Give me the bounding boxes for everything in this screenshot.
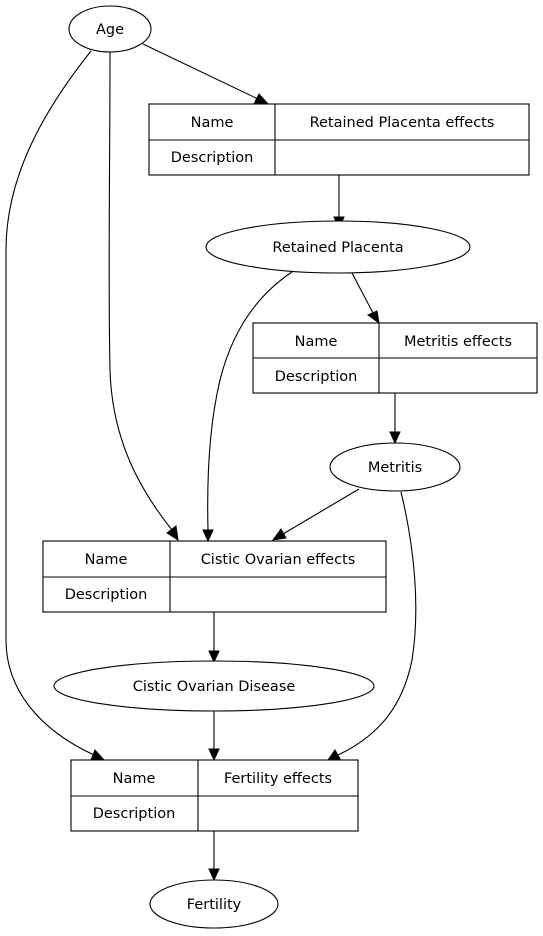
- node-metritis[interactable]: Metritis: [329, 442, 461, 492]
- table-cistic-ovarian-effects[interactable]: Name Cistic Ovarian effects Description: [42, 540, 387, 613]
- edge-fertility-effects-to-fertility: [208, 831, 220, 882]
- edge-age-to-cistic-ovarian-effects: [108, 51, 179, 542]
- table-description-label: Description: [171, 150, 254, 166]
- node-fertility[interactable]: Fertility: [149, 879, 279, 929]
- node-age[interactable]: Age: [68, 5, 152, 53]
- table-name-label: Name: [295, 334, 338, 350]
- edge-age-to-retained-placenta-effects: [142, 43, 270, 105]
- node-age-label: Age: [96, 22, 124, 38]
- edge-age-to-fertility-effects: [5, 50, 106, 761]
- node-fertility-label: Fertility: [187, 897, 242, 913]
- edge-retained-placenta-to-cistic-ovarian-effects: [202, 271, 293, 543]
- node-retained-placenta[interactable]: Retained Placenta: [205, 220, 471, 274]
- table-name-value: Metritis effects: [404, 334, 512, 350]
- edge-metritis-to-cistic-ovarian-effects: [271, 488, 360, 541]
- table-fertility-effects[interactable]: Name Fertility effects Description: [70, 759, 359, 832]
- node-cistic-ovarian-disease-label: Cistic Ovarian Disease: [133, 679, 296, 695]
- table-description-label: Description: [275, 369, 358, 385]
- edge-metritis-effects-to-metritis: [389, 393, 401, 445]
- table-name-value: Fertility effects: [224, 771, 332, 787]
- edges: [5, 43, 417, 882]
- edge-retained-placenta-effects-to-retained-placenta: [333, 175, 345, 230]
- edge-metritis-to-fertility-effects: [326, 491, 417, 761]
- node-cistic-ovarian-disease[interactable]: Cistic Ovarian Disease: [53, 660, 375, 712]
- table-description-label: Description: [93, 806, 176, 822]
- node-retained-placenta-label: Retained Placenta: [272, 240, 403, 256]
- table-retained-placenta-effects[interactable]: Name Retained Placenta effects Descripti…: [148, 103, 530, 176]
- table-description-label: Description: [65, 587, 148, 603]
- edge-cistic-ovarian-effects-to-cistic-ovarian-disease: [208, 612, 220, 664]
- table-name-label: Name: [113, 771, 156, 787]
- edge-retained-placenta-to-metritis-effects: [351, 272, 380, 325]
- table-name-label: Name: [191, 115, 234, 131]
- node-metritis-label: Metritis: [368, 460, 422, 476]
- table-metritis-effects[interactable]: Name Metritis effects Description: [252, 322, 538, 394]
- table-name-label: Name: [85, 552, 128, 568]
- table-name-value: Retained Placenta effects: [310, 115, 495, 131]
- edge-cistic-ovarian-disease-to-fertility-effects: [208, 711, 220, 762]
- table-name-value: Cistic Ovarian effects: [201, 552, 356, 568]
